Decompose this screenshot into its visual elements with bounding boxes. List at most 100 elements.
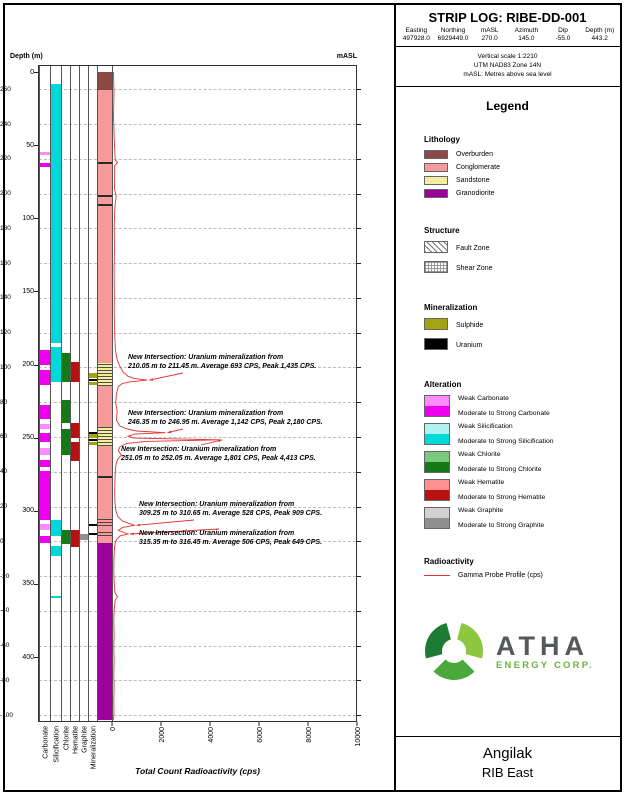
- legend-swatch: [424, 395, 450, 417]
- track-border: [97, 66, 98, 721]
- collar-field: Northing 6929449.0: [437, 27, 469, 42]
- masl-tick: [357, 89, 361, 91]
- interval-structure-shear: [98, 518, 112, 527]
- legend-item: Sandstone: [424, 176, 619, 185]
- depth-tick: [34, 218, 38, 220]
- legend-swatch: [424, 261, 448, 273]
- project-footer: Angilak RIB East: [397, 744, 618, 782]
- collar-field: Dip -55.0: [555, 27, 571, 42]
- legend-swatch: [424, 507, 450, 529]
- legend-swatch: [424, 575, 450, 576]
- atha-logo-icon: [425, 622, 483, 680]
- interval-mineralization-uranium: [89, 524, 97, 527]
- masl-tick-label: -80: [0, 676, 10, 684]
- interval-chlorite: [62, 529, 70, 545]
- masl-tick: [357, 263, 361, 265]
- atha-logo-text: ATHA ENERGY CORP.: [496, 632, 594, 671]
- interval-graphite: [80, 534, 88, 540]
- interval-silicification: [51, 83, 61, 343]
- masl-gridline: [39, 576, 356, 578]
- masl-tick-label: 260: [0, 85, 11, 93]
- divider: [396, 86, 620, 87]
- interval-hematite: [71, 423, 79, 438]
- track-border: [88, 66, 89, 721]
- legend-section-title: Structure: [424, 226, 460, 235]
- depth-tick: [34, 437, 38, 439]
- note-datum: UTM NAD83 Zone 14N: [473, 62, 542, 69]
- legend-item: Fault Zone: [424, 241, 619, 255]
- interval-mineralization-uranium: [89, 439, 97, 441]
- project-name: Angilak: [482, 745, 533, 762]
- depth-tick-label: 200: [22, 361, 34, 368]
- interval-carbonate: [40, 535, 50, 543]
- masl-tick-label: 20: [0, 503, 8, 510]
- legend-title: Legend: [486, 99, 529, 113]
- masl-axis-title: mASL: [336, 53, 357, 60]
- masl-gridline: [39, 541, 356, 543]
- legend-section-lithology: Lithology Overburden Conglomerate Sandstone…: [424, 135, 619, 198]
- legend-item: Weak Silicification Moderate to Strong Si…: [424, 423, 619, 445]
- radioactivity-axis-title: Total Count Radioactivity (cps): [135, 766, 260, 776]
- depth-tick: [34, 510, 38, 512]
- legend-item: Weak Hematite Moderate to Strong Hematite: [424, 479, 619, 501]
- masl-tick-label: 220: [0, 155, 11, 163]
- interval-carbonate: [40, 447, 50, 456]
- company-subtitle: ENERGY CORP.: [496, 659, 594, 671]
- divider: [396, 46, 620, 47]
- interval-carbonate: [40, 162, 50, 168]
- page-border: [3, 3, 622, 792]
- depth-axis-title: Depth (m): [10, 53, 43, 60]
- legend-swatch: [424, 338, 448, 350]
- masl-tick-label: -40: [0, 607, 10, 615]
- legend-swatch: [424, 241, 448, 253]
- masl-tick: [357, 332, 361, 334]
- masl-gridline: [39, 645, 356, 647]
- masl-tick-label: 160: [0, 259, 11, 267]
- masl-tick-label: -100: [0, 711, 14, 719]
- legend-item: Weak Carbonate Moderate to Strong Carbona…: [424, 395, 619, 417]
- interval-hematite: [71, 442, 79, 461]
- interval-mineralization-sulphide: [89, 442, 97, 445]
- masl-gridline: [39, 124, 356, 126]
- masl-gridline: [39, 680, 356, 682]
- interval-structure-shear: [98, 363, 112, 387]
- interval-structure-fault: [98, 161, 112, 165]
- collar-field: Depth (m) 443.2: [585, 27, 615, 42]
- interval-structure-fault: [98, 194, 112, 198]
- legend-section-mineralization: Mineralization Sulphide Uranium: [424, 303, 619, 352]
- masl-tick: [357, 436, 361, 438]
- interval-hematite: [71, 529, 79, 548]
- interval-carbonate: [40, 349, 50, 365]
- masl-gridline: [39, 158, 356, 160]
- interval-carbonate: [40, 523, 50, 530]
- masl-tick: [357, 576, 361, 578]
- masl-gridline: [39, 297, 356, 299]
- masl-tick: [357, 402, 361, 404]
- depth-tick: [34, 291, 38, 293]
- interval-carbonate: [40, 459, 50, 467]
- masl-gridline: [39, 332, 356, 334]
- masl-gridline: [39, 715, 356, 717]
- masl-gridline: [39, 610, 356, 612]
- interval-carbonate: [40, 433, 50, 442]
- interval-lithology-conglomerate: [98, 446, 112, 543]
- depth-tick-label: 0: [30, 68, 34, 76]
- masl-tick: [357, 610, 361, 612]
- legend-item: Sulphide: [424, 318, 619, 332]
- depth-tick-label: 350: [22, 580, 34, 588]
- scale-notes: Vertical scale 1:2210 UTM NAD83 Zone 14N…: [397, 52, 618, 79]
- legend-item: Overburden: [424, 150, 619, 159]
- legend-swatch: [424, 189, 448, 198]
- interval-chlorite: [62, 352, 70, 383]
- masl-tick-label: 0: [0, 537, 4, 545]
- note-masl: mASL: Metres above sea level: [463, 71, 552, 78]
- interval-lithology-overburden: [98, 72, 112, 90]
- depth-tick-label: 300: [22, 507, 34, 515]
- legend-swatch: [424, 423, 450, 445]
- interval-silicification: [51, 346, 61, 383]
- legend-section-title: Alteration: [424, 380, 462, 389]
- interval-mineralization-uranium: [89, 432, 97, 434]
- interval-lithology-conglomerate: [98, 89, 112, 364]
- depth-tick: [34, 583, 38, 585]
- legend-section-title: Radioactivity: [424, 557, 474, 566]
